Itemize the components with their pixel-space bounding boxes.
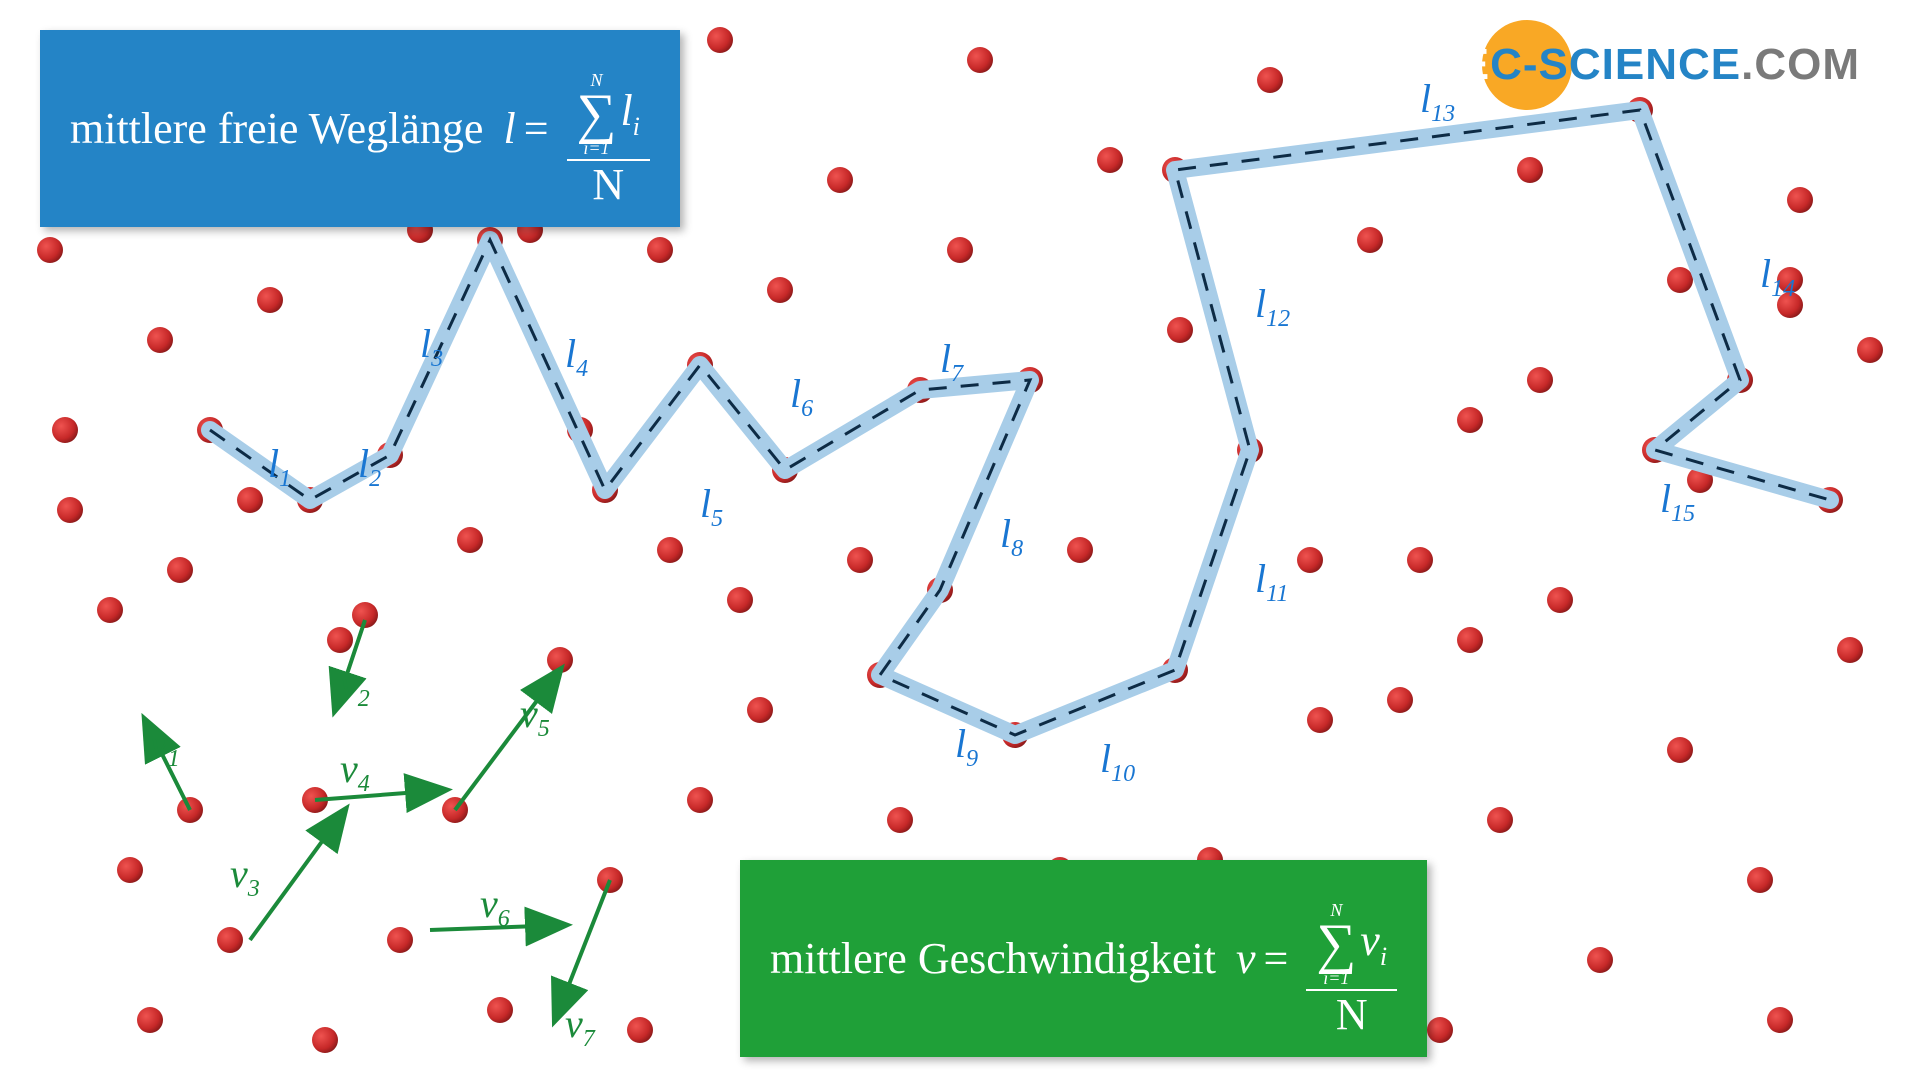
logo: TEC-SCIENCE.COM — [1432, 40, 1860, 90]
particle — [967, 47, 993, 73]
mv-fraction: N ∑ i=1 vi N — [1306, 878, 1397, 1039]
particle — [1517, 157, 1543, 183]
particle — [1527, 367, 1553, 393]
particle — [52, 417, 78, 443]
l-label-8: l8 — [1000, 510, 1023, 563]
v-label-1: v1 — [150, 720, 180, 773]
particle — [257, 287, 283, 313]
v-label-4: v4 — [340, 745, 370, 798]
particle — [312, 1027, 338, 1053]
particle — [1297, 547, 1323, 573]
v-label-2: v2 — [340, 660, 370, 713]
l-label-13: l13 — [1420, 75, 1455, 128]
particle — [657, 537, 683, 563]
velocity-arrow — [250, 810, 345, 940]
particle — [1067, 537, 1093, 563]
l-label-3: l3 — [420, 320, 443, 373]
particle — [387, 927, 413, 953]
velocity-arrow — [315, 790, 445, 800]
particle — [1307, 707, 1333, 733]
particle — [1457, 407, 1483, 433]
mfp-fraction: N ∑ i=1 li N — [567, 48, 650, 209]
velocity-arrow — [555, 880, 610, 1020]
particle — [647, 237, 673, 263]
l-label-10: l10 — [1100, 735, 1135, 788]
particle — [1407, 547, 1433, 573]
particle — [1547, 587, 1573, 613]
particle — [487, 997, 513, 1023]
particle — [1767, 1007, 1793, 1033]
mv-var: v — [1236, 933, 1256, 984]
l-label-1: l1 — [268, 440, 291, 493]
particle — [97, 597, 123, 623]
v-label-7: v7 — [565, 1000, 595, 1053]
formula-box-mean-free-path: mittlere freie Weglänge l = N ∑ i=1 li N — [40, 30, 680, 227]
particle — [237, 487, 263, 513]
particle — [457, 527, 483, 553]
particle — [1747, 867, 1773, 893]
particle — [847, 547, 873, 573]
particle — [1457, 627, 1483, 653]
velocity-arrows — [145, 620, 610, 1020]
mfp-var: l — [503, 103, 515, 154]
particle — [1837, 637, 1863, 663]
particle — [1097, 147, 1123, 173]
particle — [1857, 337, 1883, 363]
particle — [167, 557, 193, 583]
particle — [1387, 687, 1413, 713]
particle — [1487, 807, 1513, 833]
particle — [1357, 227, 1383, 253]
particle — [1427, 1017, 1453, 1043]
particle — [727, 587, 753, 613]
particle — [827, 167, 853, 193]
l-label-5: l5 — [700, 480, 723, 533]
l-label-7: l7 — [940, 335, 963, 388]
particle — [1787, 187, 1813, 213]
particle — [1257, 67, 1283, 93]
v-label-5: v5 — [520, 690, 550, 743]
v-label-3: v3 — [230, 850, 260, 903]
particle — [767, 277, 793, 303]
formula-box-mean-velocity: mittlere Geschwindigkeit v = N ∑ i=1 vi … — [740, 860, 1427, 1057]
mv-label: mittlere Geschwindigkeit — [770, 933, 1216, 984]
particle — [747, 697, 773, 723]
particle — [1667, 267, 1693, 293]
particle — [1587, 947, 1613, 973]
l-label-14: l14 — [1760, 250, 1795, 303]
l-label-9: l9 — [955, 720, 978, 773]
l-label-12: l12 — [1255, 280, 1290, 333]
particle — [887, 807, 913, 833]
l-label-4: l4 — [565, 330, 588, 383]
v-label-6: v6 — [480, 880, 510, 933]
particle — [217, 927, 243, 953]
particle — [37, 237, 63, 263]
l-label-6: l6 — [790, 370, 813, 423]
particle — [137, 1007, 163, 1033]
l-label-2: l2 — [358, 440, 381, 493]
l-label-15: l15 — [1660, 475, 1695, 528]
particle — [707, 27, 733, 53]
particle — [147, 327, 173, 353]
particle — [547, 647, 573, 673]
l-label-11: l11 — [1255, 555, 1288, 608]
mfp-label: mittlere freie Weglänge — [70, 103, 483, 154]
particle — [627, 1017, 653, 1043]
particle — [1667, 737, 1693, 763]
particle — [327, 627, 353, 653]
particle — [1167, 317, 1193, 343]
particle — [117, 857, 143, 883]
particle — [687, 787, 713, 813]
particle — [57, 497, 83, 523]
particle — [947, 237, 973, 263]
